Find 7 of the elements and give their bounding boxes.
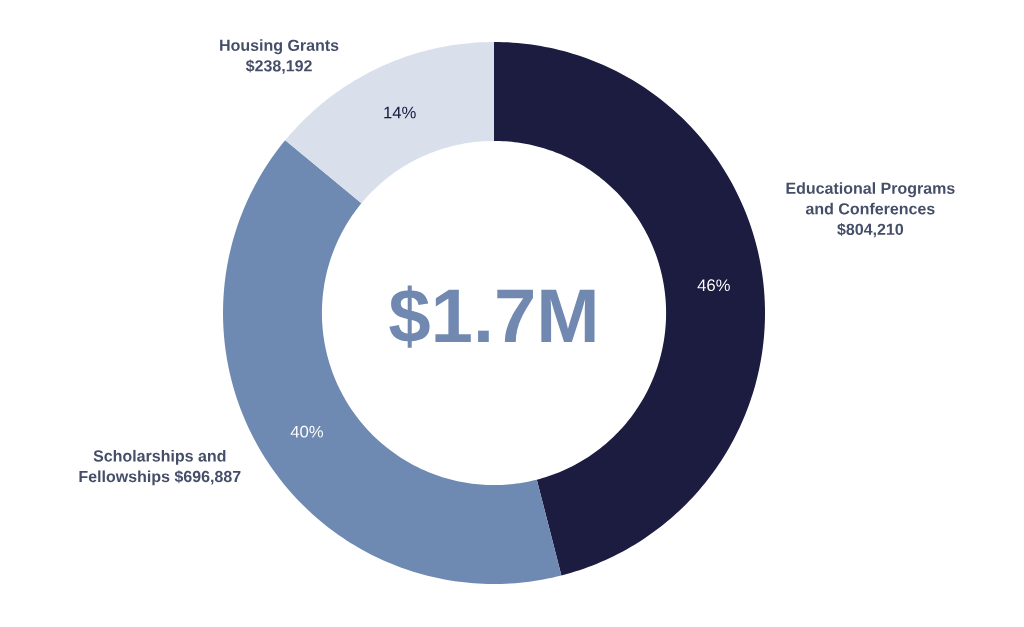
slice-label: Housing Grants $238,192 — [220, 39, 339, 74]
data-label: 40% — [290, 425, 324, 438]
data-label: 14% — [384, 106, 416, 119]
slice-label: Scholarships and Fellowships $696,887 — [79, 449, 241, 486]
data-label: 46% — [697, 279, 730, 292]
text: $1.7M — [389, 285, 595, 348]
slice-label: Educational Programs and Conferences $804,210 — [786, 182, 955, 238]
